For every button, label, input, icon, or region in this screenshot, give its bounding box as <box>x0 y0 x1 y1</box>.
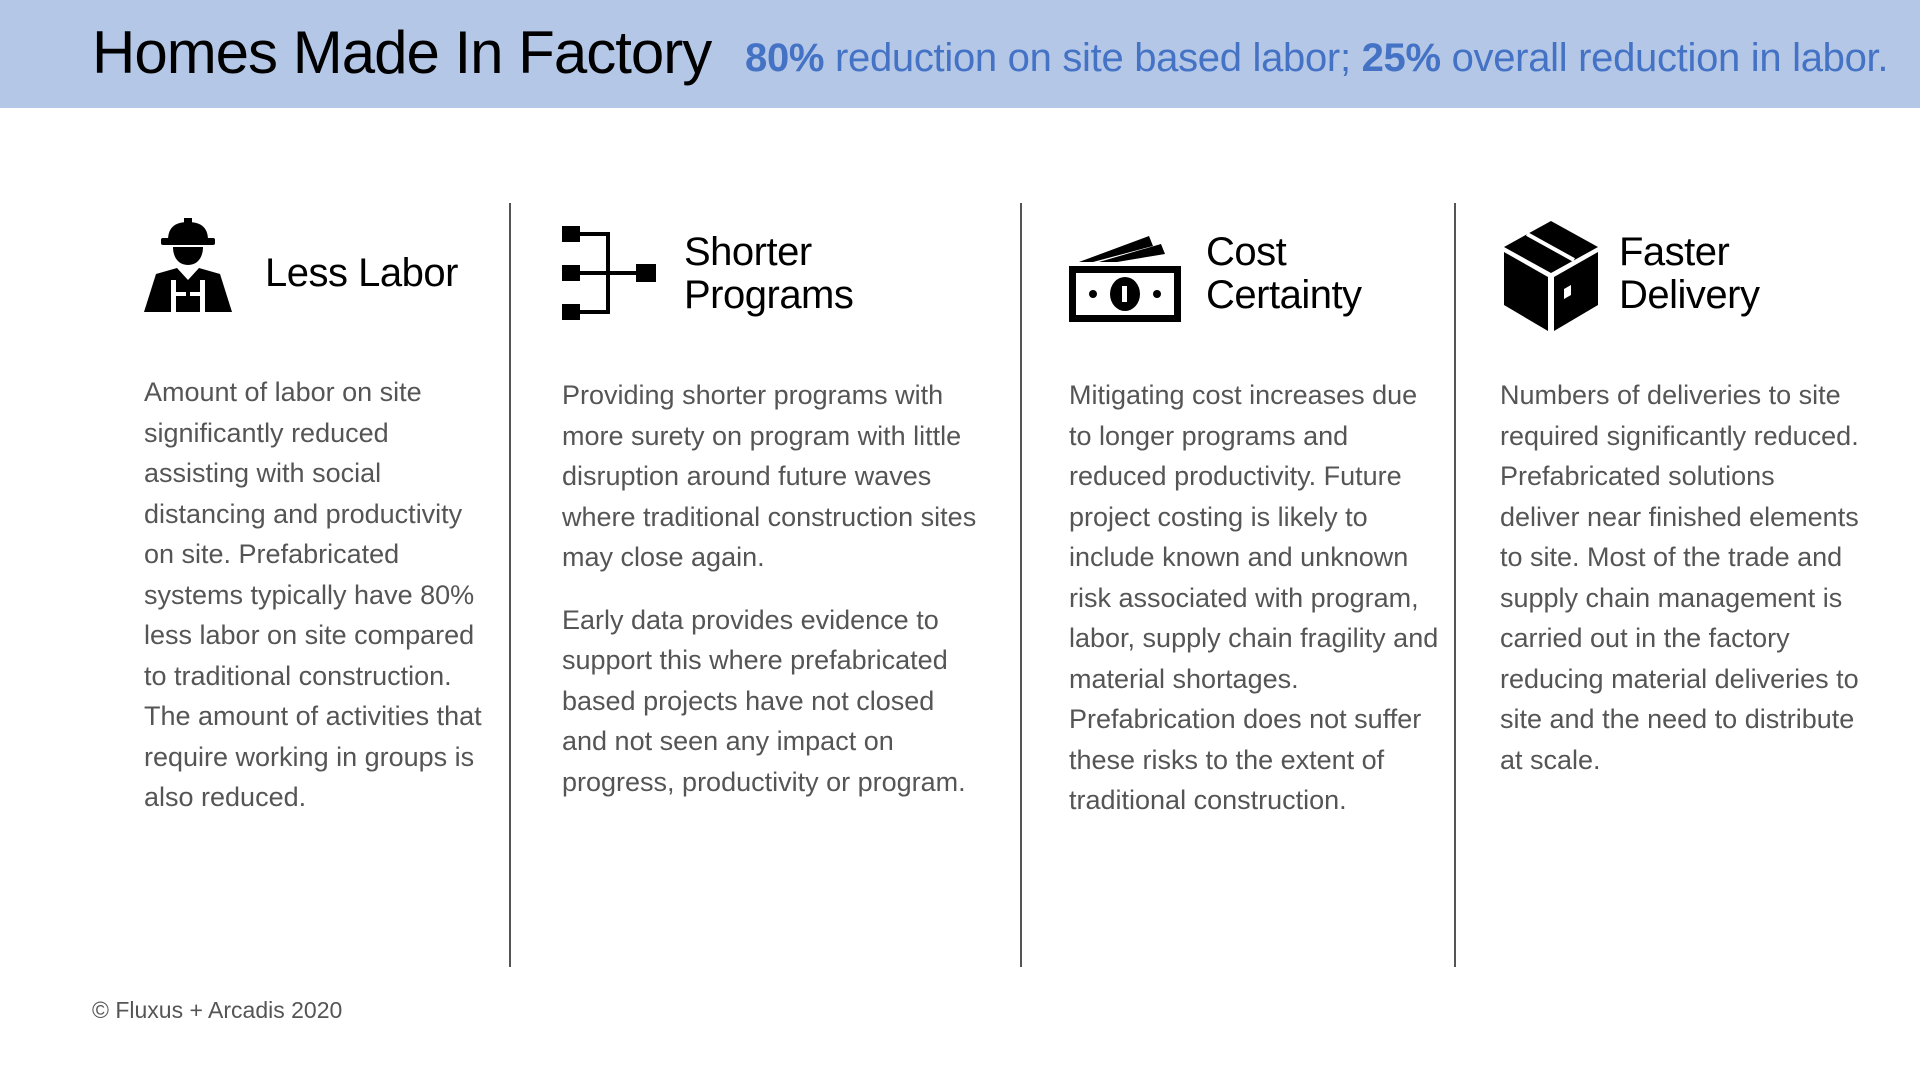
tagline-text-overall: overall reduction in labor. <box>1440 36 1889 80</box>
tagline-text-onsite: reduction on site based labor; <box>824 36 1362 80</box>
cost-certainty-body: Mitigating cost increases due to longer … <box>1069 375 1439 843</box>
money-stack-icon <box>1069 236 1181 322</box>
faster-delivery-body: Numbers of deliveries to site required s… <box>1500 375 1860 802</box>
shorter-programs-body: Providing shorter programs with more sur… <box>562 375 982 824</box>
construction-worker-icon <box>144 218 232 312</box>
cost-certainty-heading: Cost Certainty <box>1206 230 1362 317</box>
shorter-programs-paragraph: Providing shorter programs with more sur… <box>562 380 977 572</box>
header-tagline: 80% reduction on site based labor; 25% o… <box>745 33 1888 83</box>
tagline-stat-onsite: 80% <box>745 36 825 80</box>
less-labor-body: Amount of labor on site significantly re… <box>144 372 489 840</box>
hierarchy-diagram-icon <box>562 226 656 320</box>
copyright-footer: © Fluxus + Arcadis 2020 <box>92 997 343 1023</box>
header-banner: Homes Made In Factory 80% reduction on s… <box>0 0 1920 108</box>
package-box-icon <box>1504 221 1598 331</box>
page-title: Homes Made In Factory <box>92 19 712 86</box>
cost-certainty-paragraph: Mitigating cost increases due to longer … <box>1069 380 1439 815</box>
faster-delivery-heading: Faster Delivery <box>1619 230 1760 317</box>
column-divider <box>1020 203 1022 967</box>
shorter-programs-heading: Shorter Programs <box>684 230 854 317</box>
less-labor-heading: Less Labor <box>265 251 458 295</box>
shorter-programs-paragraph: Early data provides evidence to support … <box>562 604 966 797</box>
column-divider <box>1454 203 1456 967</box>
faster-delivery-paragraph: Numbers of deliveries to site required s… <box>1500 380 1859 775</box>
less-labor-paragraph: Amount of labor on site significantly re… <box>144 377 482 812</box>
column-divider <box>509 203 511 967</box>
tagline-stat-overall: 25% <box>1361 36 1441 80</box>
